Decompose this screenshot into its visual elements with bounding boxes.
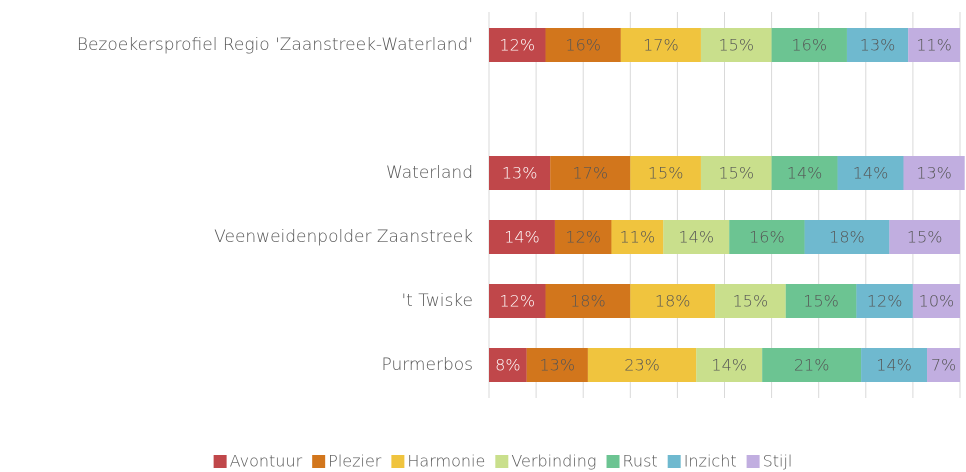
bar-segment	[804, 220, 890, 254]
bar-segment	[762, 348, 862, 382]
bar-segment	[550, 156, 631, 190]
bar-segment	[489, 220, 555, 254]
value-label: 12%	[867, 292, 903, 311]
bar-segment	[620, 28, 701, 62]
value-label: 21%	[794, 356, 830, 375]
bar-segment	[554, 220, 612, 254]
bar-segment	[696, 348, 763, 382]
bar-segment	[611, 220, 664, 254]
bar-segment	[912, 284, 960, 318]
value-label: 18%	[655, 292, 691, 311]
category-label: Bezoekersprofiel Regio 'Zaanstreek-Water…	[77, 35, 473, 55]
bar-segment	[489, 284, 546, 318]
bar-segment	[908, 28, 960, 62]
bar-segment	[489, 156, 551, 190]
bar-segment	[545, 284, 631, 318]
legend-swatch	[667, 455, 681, 468]
value-label: 13%	[540, 356, 576, 375]
value-label: 14%	[876, 356, 912, 375]
bar-segment	[489, 28, 546, 62]
value-label: 18%	[570, 292, 606, 311]
category-label: Veenweidenpolder Zaanstreek	[214, 227, 473, 247]
bar-segment	[771, 28, 847, 62]
bar-segment	[663, 220, 730, 254]
bar-segment	[771, 156, 838, 190]
bar-segment	[700, 28, 772, 62]
value-label: 15%	[648, 164, 684, 183]
value-label: 15%	[718, 164, 754, 183]
value-label: 13%	[916, 164, 952, 183]
value-label: 16%	[565, 36, 601, 55]
value-label: 14%	[678, 228, 714, 247]
value-label: 8%	[495, 356, 520, 375]
value-label: 16%	[791, 36, 827, 55]
category-label: 't Twiske	[402, 291, 474, 311]
value-label: 14%	[504, 228, 540, 247]
value-label: 13%	[860, 36, 896, 55]
legend-label: Stijl	[763, 452, 793, 471]
bar-segment	[715, 284, 786, 318]
category-label: Waterland	[386, 163, 473, 183]
bar-segment	[700, 156, 772, 190]
legend-label: Harmonie	[407, 452, 485, 471]
value-label: 17%	[643, 36, 679, 55]
value-label: 15%	[718, 36, 754, 55]
legend-swatch	[606, 455, 620, 468]
legend-swatch	[213, 455, 227, 468]
bar-segment	[846, 28, 909, 62]
bar-segment	[729, 220, 805, 254]
legend-label: Rust	[623, 452, 658, 471]
bar-segment	[837, 156, 904, 190]
bar-segment	[889, 220, 960, 254]
legend-label: Verbinding	[511, 452, 596, 471]
bar-segment	[927, 348, 960, 382]
legend-swatch	[746, 455, 760, 468]
legend-label: Inzicht	[684, 452, 737, 471]
bar-segment	[489, 348, 527, 382]
bar-segment	[903, 156, 965, 190]
value-label: 14%	[853, 164, 889, 183]
value-label: 16%	[749, 228, 785, 247]
value-label: 12%	[499, 36, 535, 55]
category-label: Purmerbos	[382, 355, 473, 375]
bar-segment	[785, 284, 857, 318]
legend-label: Avontuur	[230, 452, 303, 471]
value-label: 12%	[565, 228, 601, 247]
value-label: 13%	[502, 164, 538, 183]
value-label: 15%	[803, 292, 839, 311]
bar-segment	[861, 348, 928, 382]
value-label: 17%	[572, 164, 608, 183]
value-label: 10%	[919, 292, 955, 311]
value-label: 15%	[907, 228, 943, 247]
value-label: 23%	[624, 356, 660, 375]
value-label: 12%	[499, 292, 535, 311]
value-label: 11%	[620, 228, 656, 247]
bar-segment	[587, 348, 697, 382]
bar-segment	[526, 348, 588, 382]
bar-segment	[856, 284, 913, 318]
value-label: 11%	[916, 36, 952, 55]
legend-swatch	[391, 455, 405, 468]
value-label: 15%	[733, 292, 769, 311]
legend-label: Plezier	[328, 452, 382, 471]
value-label: 7%	[931, 356, 956, 375]
value-label: 14%	[787, 164, 823, 183]
legend-swatch	[312, 455, 326, 468]
bar-segment	[630, 156, 701, 190]
legend: Avontuur Plezier Harmonie Verbinding Rust Inz…	[213, 452, 793, 471]
value-label: 14%	[711, 356, 747, 375]
legend-swatch	[495, 455, 509, 468]
bar-segment	[545, 28, 621, 62]
bar-segment	[630, 284, 716, 318]
value-label: 18%	[829, 228, 865, 247]
